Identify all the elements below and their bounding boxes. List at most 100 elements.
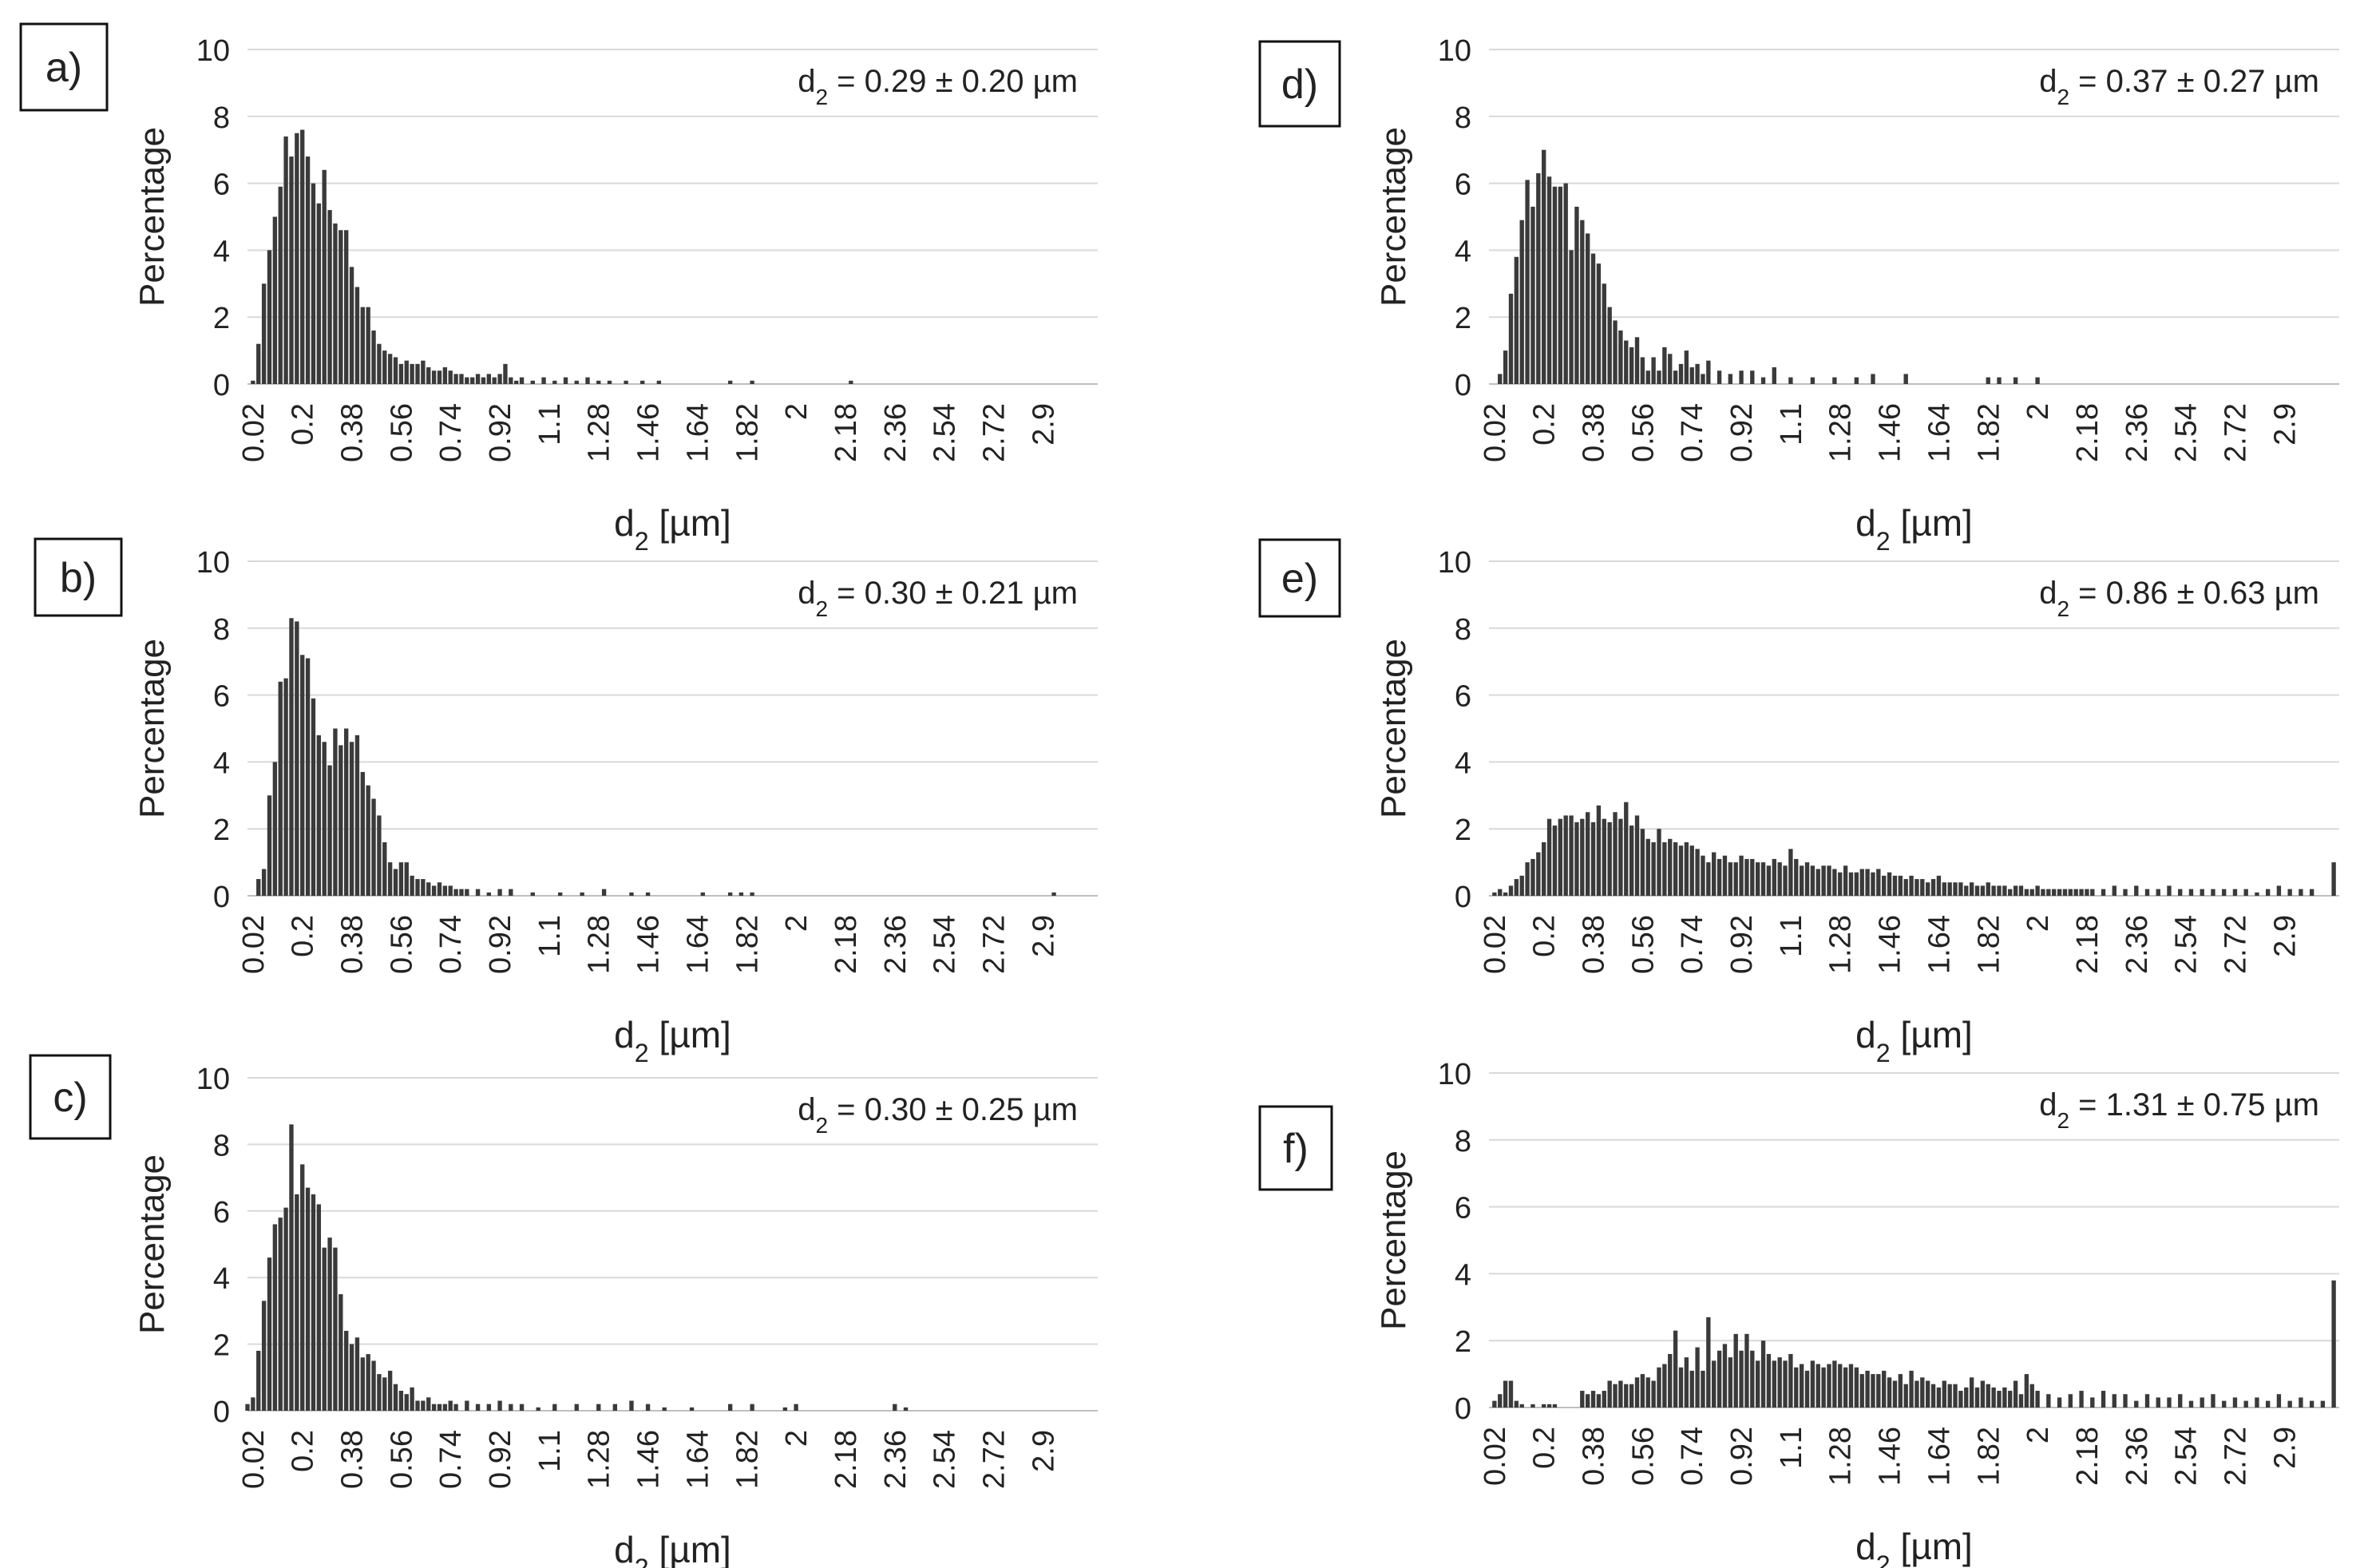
histogram-bar [1662,841,1667,896]
histogram-bar [2156,1397,2160,1408]
histogram-bar [1618,818,1623,896]
x-tick-label: 1.64 [1922,915,1956,974]
histogram-bar [1854,377,1859,384]
histogram-bar [596,380,601,384]
y-tick-label: 0 [1455,369,1471,402]
histogram-bar [1804,862,1810,896]
histogram-bar [1865,869,1870,896]
x-tick-label: 0.2 [1528,403,1562,445]
y-tick-label: 2 [213,814,230,847]
histogram-bar [1508,885,1514,896]
histogram-bar [624,380,628,384]
histogram-bar [431,885,437,896]
histogram-bar [1969,882,1974,896]
histogram-bar [475,374,481,384]
histogram-bar [2085,889,2089,896]
y-tick-label: 0 [213,1396,230,1429]
histogram-panel-d: 0 2 4 6 8 10 0.02 0.2 0.38 0.56 0.74 0.92 1.1 1.28 1.4… [1258,34,2339,556]
y-tick-label: 2 [213,302,230,335]
histogram-bar [727,380,733,384]
histogram-bar [393,869,398,896]
histogram-bar [1508,1380,1514,1408]
histogram-bar [1827,865,1831,896]
histogram-bar [1920,1377,1925,1408]
histogram-bar [278,186,283,384]
y-tick-label: 0 [1455,1392,1471,1426]
histogram-bar [289,156,294,384]
histogram-bar [2035,377,2040,384]
histogram-bar [509,889,513,896]
histogram-bar [486,374,492,384]
x-tick-label: 2.9 [1027,1430,1060,1472]
histogram-bar [1695,363,1700,384]
y-axis-label: Percentage [133,1154,172,1334]
histogram-bar [442,885,448,896]
histogram-bar [1728,374,1733,384]
histogram-bar [1816,869,1820,896]
histogram-bar [1980,885,1986,896]
histogram-bar [2029,889,2034,896]
histogram-bar [1530,1404,1535,1408]
histogram-bar [1525,180,1530,384]
histogram-bar [311,698,316,896]
x-tick-label: 2.36 [879,915,913,974]
histogram-bar [322,169,327,384]
x-tick-label: 1.1 [533,915,567,957]
histogram-bar [509,377,513,384]
histogram-bar [377,815,382,896]
histogram-bar [2287,1400,2292,1408]
histogram-bar [1788,377,1793,384]
histogram-bar [1843,865,1848,896]
histogram-bar [2211,1394,2215,1408]
histogram-bar [261,283,267,384]
histogram-bar [2123,1394,2128,1408]
x-tick-label: 0.74 [434,403,468,462]
x-axis-label: d2 [µm] [1855,502,1973,556]
histogram-bar [278,1218,283,1411]
histogram-bar [360,307,365,384]
histogram-bar [393,1384,398,1411]
histogram-bar [662,1407,667,1411]
x-tick-label: 1.82 [731,1430,764,1489]
histogram-bar [387,354,393,384]
histogram-bar [1552,826,1558,896]
histogram-bar [1930,1384,1936,1408]
histogram-bar [1552,1404,1558,1408]
histogram-bar [1602,283,1606,384]
histogram-bar [1590,253,1596,384]
histogram-bar [453,889,458,896]
panel-label-box [19,22,109,112]
histogram-bar [1651,1380,1656,1408]
histogram-bar [2008,1391,2013,1408]
histogram-bar [563,377,568,384]
histogram-bar [2232,889,2238,896]
histogram-panel-b: 0 2 4 6 8 10 0.02 0.2 0.38 0.56 0.74 0.92 1.1 1.28 1.4… [34,537,1098,1067]
histogram-bar [1997,1391,2002,1408]
histogram-bar [1882,1370,1887,1408]
histogram-bar [1563,183,1568,384]
histogram-panel-e: 0 2 4 6 8 10 0.02 0.2 0.38 0.56 0.74 0.92 1.1 1.28 1.4… [1258,538,2339,1067]
histogram-bar [410,875,414,896]
histogram-bar [2101,889,2106,896]
histogram-bar [1519,220,1524,384]
histogram-bar [1618,1380,1623,1408]
histogram-bar [1739,855,1744,896]
histogram-bar [431,1404,437,1411]
y-tick-label: 8 [213,613,230,647]
histogram-bar [382,1377,387,1411]
x-axis-label: d2 [µm] [614,1529,731,1568]
histogram-bar [349,1344,354,1411]
histogram-bar [2331,1280,2336,1408]
histogram-bar [1783,1360,1788,1408]
histogram-bar [552,380,557,384]
y-tick-label: 2 [1455,1325,1471,1359]
histogram-bar [415,363,420,384]
histogram-bar [2013,885,2018,896]
histogram-bar [1519,875,1524,896]
histogram-bar [2178,1394,2183,1408]
histogram-bar [1728,862,1733,896]
x-tick-label: 0.2 [287,915,320,957]
histogram-bar [283,678,288,896]
histogram-bar [585,377,590,384]
histogram-bar [1974,885,1980,896]
